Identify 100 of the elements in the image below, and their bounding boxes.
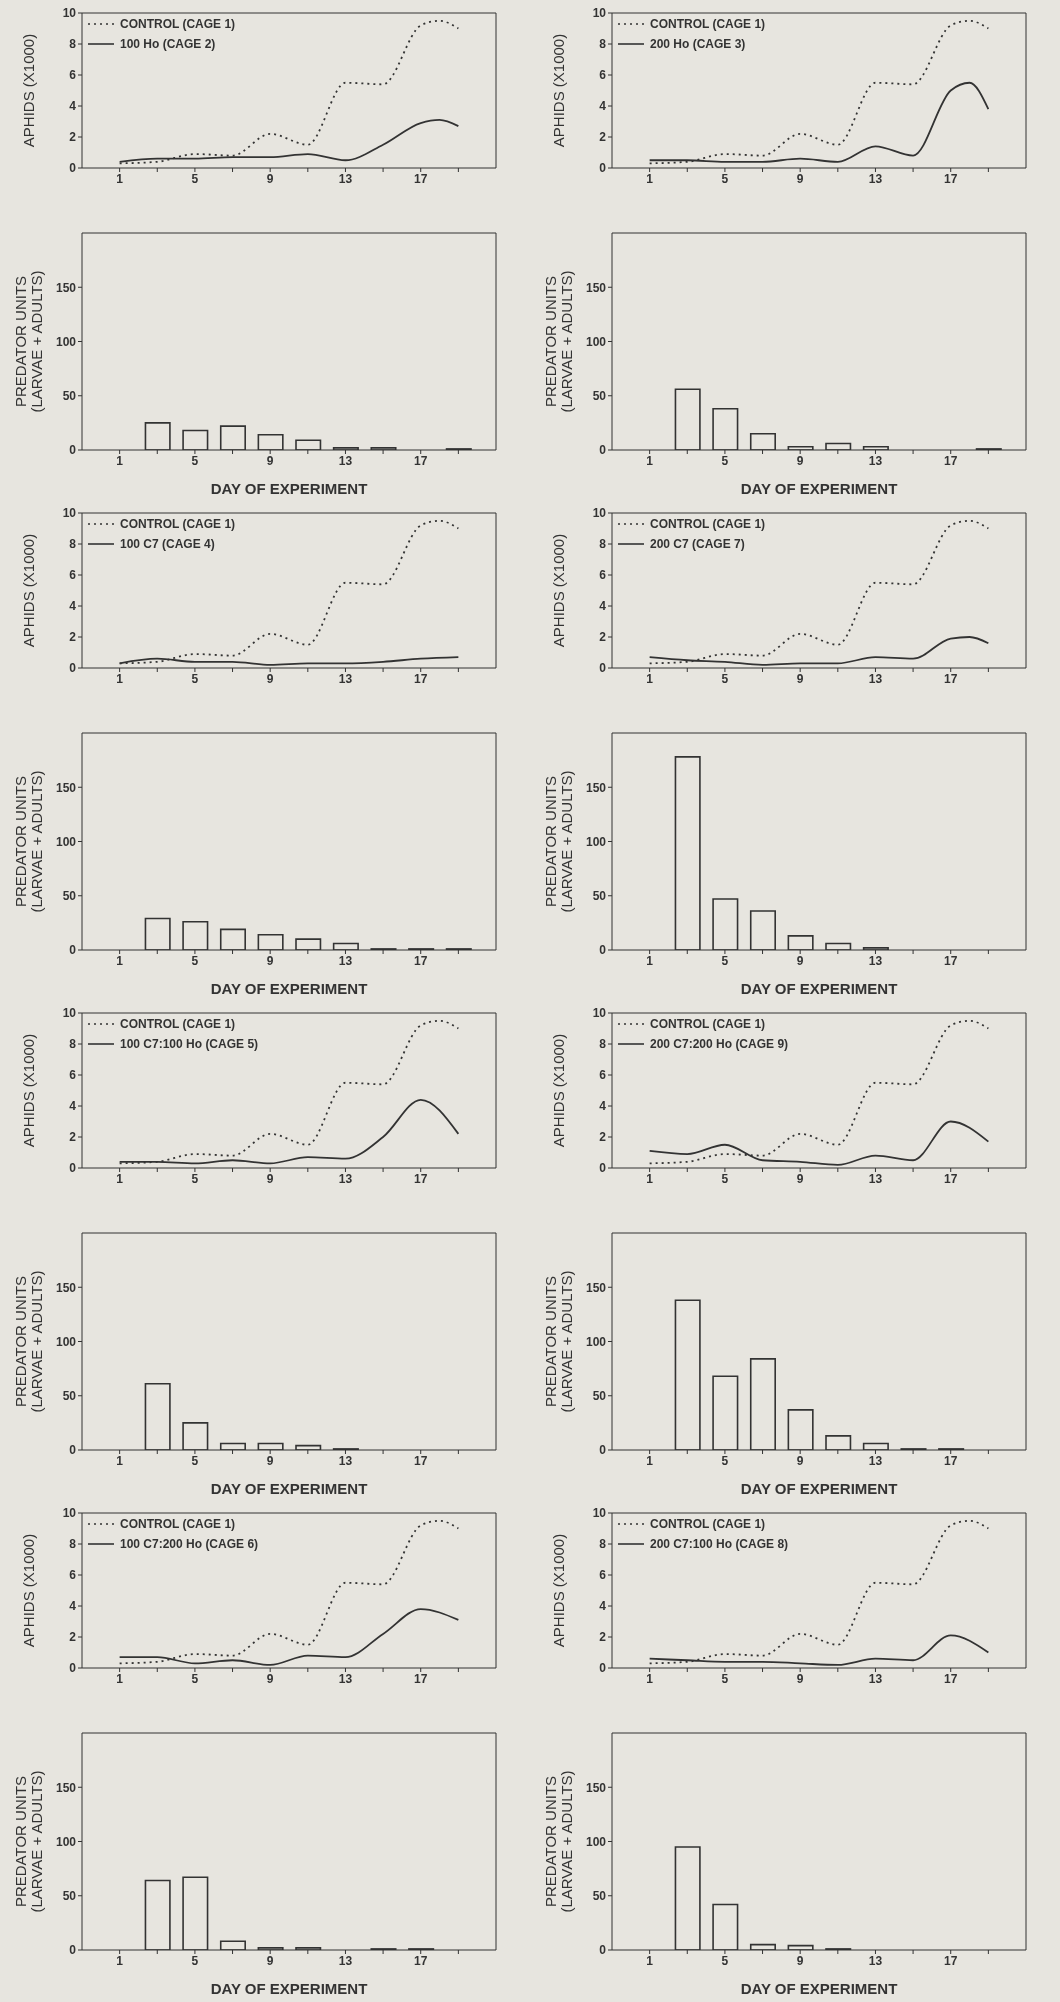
legend-label: 100 C7:100 Ho (CAGE 5) [120, 1037, 259, 1051]
x-tick-label: 5 [721, 1171, 729, 1186]
y-tick-label: 8 [69, 537, 77, 552]
legend-label: 100 C7 (CAGE 4) [120, 537, 215, 551]
legend-label: CONTROL (CAGE 1) [650, 1517, 766, 1531]
x-tick-label: 1 [116, 671, 124, 686]
x-tick-label: 1 [116, 1453, 124, 1468]
y-axis-title: PREDATOR UNITS (LARVAE + ADULTS) [12, 1270, 45, 1413]
y-tick-label: 150 [585, 280, 607, 295]
y-tick-label: 2 [69, 1630, 77, 1645]
y-tick-label: 0 [69, 443, 77, 458]
x-tick-label: 13 [868, 171, 883, 186]
legend-label: 200 C7:100 Ho (CAGE 8) [650, 1537, 789, 1551]
y-tick-label: 10 [62, 1006, 77, 1021]
y-axis-title: APHIDS (X1000) [550, 1033, 567, 1148]
y-tick-label: 6 [599, 1568, 607, 1583]
y-tick-label: 0 [69, 1943, 77, 1958]
x-tick-label: 9 [796, 453, 804, 468]
x-tick-label: 5 [721, 1671, 729, 1686]
x-tick-label: 1 [646, 671, 654, 686]
y-tick-label: 8 [599, 537, 607, 552]
legend-label: CONTROL (CAGE 1) [650, 17, 766, 31]
y-tick-label: 8 [599, 37, 607, 52]
y-axis-title: APHIDS (X1000) [20, 33, 37, 148]
line-series [648, 1019, 990, 1165]
x-axis-title: DAY OF EXPERIMENT [740, 1980, 898, 1997]
y-tick-label: 150 [55, 1280, 77, 1295]
x-tick-label: 13 [868, 671, 883, 686]
legend-label: CONTROL (CAGE 1) [650, 517, 766, 531]
y-axis-title: APHIDS (X1000) [550, 533, 567, 648]
x-axis-title: DAY OF EXPERIMENT [740, 480, 898, 497]
x-tick-label: 9 [796, 1671, 804, 1686]
x-tick-label: 9 [266, 953, 274, 968]
y-axis-title: PREDATOR UNITS (LARVAE + ADULTS) [542, 1770, 575, 1913]
y-tick-label: 10 [592, 1506, 607, 1521]
x-tick-label: 1 [646, 453, 654, 468]
y-tick-label: 4 [69, 1599, 77, 1614]
y-tick-label: 0 [69, 1661, 77, 1676]
y-tick-label: 50 [592, 1889, 607, 1904]
x-tick-label: 9 [796, 1953, 804, 1968]
y-axis-title: PREDATOR UNITS (LARVAE + ADULTS) [12, 270, 45, 413]
x-tick-label: 9 [266, 1453, 274, 1468]
x-tick-label: 1 [646, 1671, 654, 1686]
y-tick-label: 2 [69, 1130, 77, 1145]
y-tick-label: 0 [599, 161, 607, 176]
y-tick-label: 6 [599, 1068, 607, 1083]
x-tick-label: 1 [116, 1171, 124, 1186]
x-tick-label: 9 [266, 1953, 274, 1968]
x-tick-label: 1 [116, 1671, 124, 1686]
x-tick-label: 17 [944, 1671, 958, 1686]
y-tick-label: 50 [592, 1389, 607, 1404]
x-tick-label: 9 [796, 171, 804, 186]
y-tick-label: 150 [55, 1780, 77, 1795]
x-tick-label: 1 [646, 1171, 654, 1186]
x-tick-label: 1 [116, 171, 124, 186]
y-tick-label: 0 [69, 1443, 77, 1458]
x-tick-label: 17 [414, 1953, 428, 1968]
x-tick-label: 17 [944, 1953, 958, 1968]
y-tick-label: 6 [69, 568, 77, 583]
y-tick-label: 8 [599, 1537, 607, 1552]
y-tick-label: 4 [599, 99, 607, 114]
x-tick-label: 5 [191, 1171, 199, 1186]
legend-label: CONTROL (CAGE 1) [120, 517, 236, 531]
y-tick-label: 2 [599, 1630, 607, 1645]
x-tick-label: 1 [116, 1953, 124, 1968]
y-axis-title: APHIDS (X1000) [550, 33, 567, 148]
x-tick-label: 17 [414, 1171, 428, 1186]
x-tick-label: 13 [868, 1453, 883, 1468]
y-tick-label: 100 [55, 1334, 77, 1349]
y-tick-label: 0 [599, 943, 607, 958]
x-axis-title: DAY OF EXPERIMENT [210, 980, 368, 997]
y-axis-title: PREDATOR UNITS (LARVAE + ADULTS) [12, 770, 45, 913]
x-tick-label: 13 [338, 953, 353, 968]
y-tick-label: 6 [69, 1568, 77, 1583]
x-axis-title: DAY OF EXPERIMENT [210, 480, 368, 497]
y-tick-label: 4 [69, 1099, 77, 1114]
y-tick-label: 0 [599, 1661, 607, 1676]
x-tick-label: 17 [944, 953, 958, 968]
y-tick-label: 0 [69, 161, 77, 176]
x-tick-label: 13 [338, 1953, 353, 1968]
legend-label: 200 C7:200 Ho (CAGE 9) [650, 1037, 789, 1051]
y-tick-label: 50 [592, 889, 607, 904]
x-axis-title: DAY OF EXPERIMENT [210, 1480, 368, 1497]
y-tick-label: 150 [55, 780, 77, 795]
legend-label: 200 Ho (CAGE 3) [650, 37, 746, 51]
y-tick-label: 4 [599, 1099, 607, 1114]
y-tick-label: 150 [585, 1280, 607, 1295]
y-tick-label: 6 [599, 68, 607, 83]
x-tick-label: 13 [338, 1171, 353, 1186]
y-tick-label: 50 [62, 889, 77, 904]
x-tick-label: 9 [266, 171, 274, 186]
y-axis-title: APHIDS (X1000) [20, 533, 37, 648]
y-tick-label: 0 [599, 1943, 607, 1958]
x-tick-label: 1 [646, 1453, 654, 1468]
x-tick-label: 5 [721, 671, 729, 686]
x-tick-label: 17 [944, 671, 958, 686]
y-tick-label: 100 [585, 334, 607, 349]
x-tick-label: 17 [414, 953, 428, 968]
legend-label: 100 C7:200 Ho (CAGE 6) [120, 1537, 259, 1551]
x-tick-label: 9 [266, 1671, 274, 1686]
